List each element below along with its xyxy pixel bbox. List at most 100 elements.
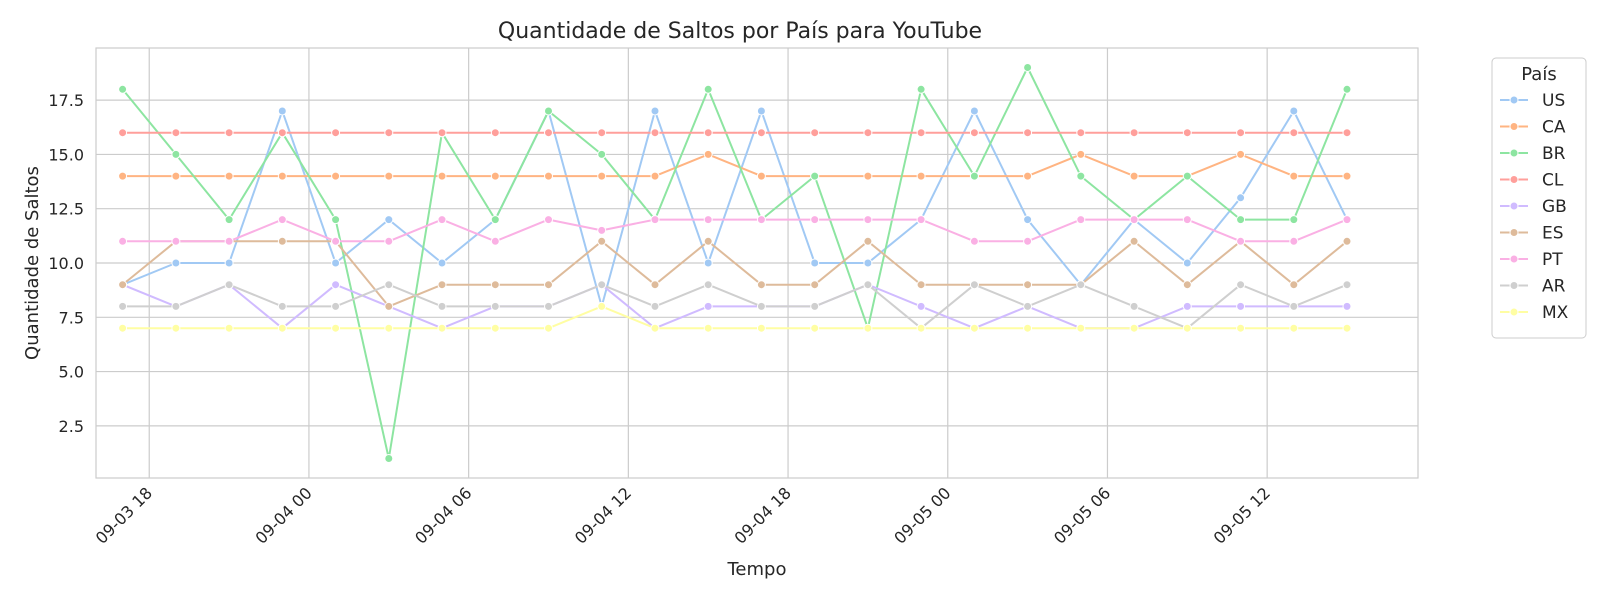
data-point [118,128,128,138]
legend-item-ar: AR [1500,277,1566,297]
data-point [1289,323,1299,333]
data-point [224,128,234,138]
data-point [331,280,341,290]
x-tick-label: 09-04 18 [731,483,795,547]
data-point [118,280,128,290]
data-point [1023,63,1033,72]
data-point [437,258,447,268]
legend-item-cl: CL [1500,171,1564,191]
data-point [1076,323,1086,333]
data-point [1289,301,1299,311]
data-point [597,301,607,311]
data-point [277,215,287,225]
data-point [1342,301,1352,311]
data-point [1182,301,1192,311]
data-point [118,171,128,181]
data-point [1129,301,1139,311]
legend-label: MX [1542,303,1569,323]
data-point [1289,128,1299,138]
data-point [384,454,394,463]
data-point [810,280,820,290]
legend-label: ES [1542,224,1564,244]
data-point [597,149,607,159]
series-line-es [121,240,1348,308]
data-point [810,171,820,181]
data-point [490,280,500,290]
data-point [756,215,766,225]
data-point [1023,301,1033,311]
data-point [1182,128,1192,138]
legend-marker [1509,148,1519,158]
data-point [171,171,181,181]
series-line-gb [122,283,1347,330]
data-point [171,323,181,333]
data-point [1129,171,1139,181]
data-point [331,258,341,268]
data-point [597,236,607,246]
data-point [1076,149,1086,159]
data-point [171,258,181,268]
data-point [544,301,553,311]
data-point [1023,171,1033,181]
legend-marker [1509,95,1519,105]
data-point [171,301,181,311]
legend-marker [1509,228,1519,237]
data-point [437,301,447,311]
y-tick-label: 10.0 [48,254,84,273]
data-point [544,323,553,333]
data-point [810,301,820,311]
data-point [1289,106,1299,116]
data-point [650,128,660,138]
data-point [1236,280,1246,290]
data-point [1182,171,1192,181]
data-point [1236,236,1246,246]
data-point [331,301,341,311]
data-point [1289,171,1299,181]
data-point [1076,128,1086,138]
data-point [490,236,500,246]
data-point [118,323,128,333]
data-point [1342,84,1352,94]
data-point [1182,215,1192,225]
data-point [1236,301,1246,311]
data-point [703,280,713,290]
data-point [1236,149,1246,159]
data-point [969,106,979,116]
data-point [756,171,766,181]
data-point [544,280,553,290]
data-point [810,128,820,138]
series-es [118,236,1352,311]
data-point [1182,323,1192,333]
y-tick-label: 5.0 [59,363,84,382]
data-point [277,323,287,333]
y-tick-label: 17.5 [48,91,84,110]
data-point [703,258,713,268]
data-point [1289,280,1299,290]
data-point [916,215,926,225]
data-point [916,301,926,311]
data-point [650,301,660,311]
data-point [331,128,341,138]
data-point [1342,215,1352,225]
data-point [756,280,766,290]
data-point [437,171,447,181]
data-point [384,236,394,246]
data-point [597,280,607,290]
chart-title: Quantidade de Saltos por País para YouTu… [498,19,982,44]
y-tick-label: 2.5 [59,417,84,436]
legend: País US CA BR CL GB ES PT AR MX [1491,57,1587,339]
data-point [1236,323,1246,333]
data-point [1076,215,1086,225]
data-point [650,171,660,181]
legend-item-br: BR [1500,144,1566,164]
data-point [384,128,394,138]
data-point [490,301,500,311]
legend-item-pt: PT [1500,250,1563,270]
data-point [916,280,926,290]
data-point [437,128,447,138]
data-point [810,323,820,333]
data-point [437,280,447,290]
data-point [703,84,713,94]
